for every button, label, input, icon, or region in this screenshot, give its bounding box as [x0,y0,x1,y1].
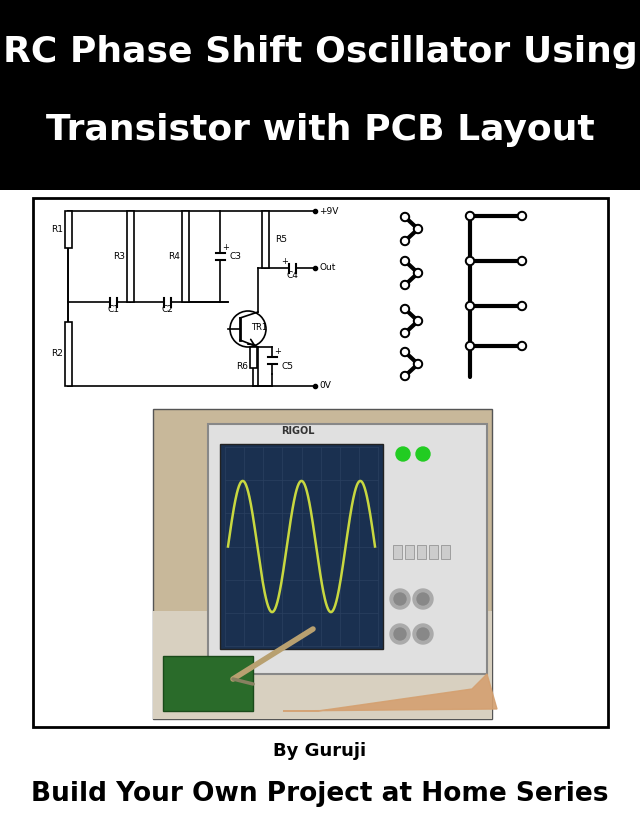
Circle shape [518,257,527,265]
Circle shape [417,593,429,605]
Text: C4: C4 [286,271,298,280]
Bar [441,545,450,559]
Bar [417,545,426,559]
Text: C5: C5 [281,362,293,371]
Bar [153,409,492,719]
Circle shape [415,227,420,232]
Circle shape [401,305,410,314]
Circle shape [520,343,525,348]
Text: RIGOL: RIGOL [281,426,315,436]
Text: By Guruji: By Guruji [273,742,367,760]
Circle shape [401,212,410,221]
Circle shape [403,238,408,243]
Bar [163,656,253,711]
Bar [220,444,383,649]
Circle shape [413,359,422,368]
Circle shape [520,213,525,218]
Bar [153,611,492,719]
Circle shape [403,215,408,220]
Circle shape [465,301,474,310]
Circle shape [465,211,474,221]
Text: Out: Out [319,263,335,273]
Bar [262,211,269,268]
Circle shape [394,593,406,605]
Text: R1: R1 [51,225,63,234]
Bar [182,211,189,302]
Circle shape [415,319,420,324]
Circle shape [467,213,472,218]
Circle shape [403,258,408,263]
Circle shape [520,258,525,263]
Circle shape [467,343,472,348]
Circle shape [518,211,527,221]
Circle shape [403,350,408,355]
Bar [208,424,487,674]
Bar [429,545,438,559]
Text: +: + [275,347,282,356]
Circle shape [413,225,422,233]
Text: Transistor with PCB Layout: Transistor with PCB Layout [45,113,595,147]
Text: C1: C1 [107,305,119,314]
Circle shape [390,624,410,644]
Polygon shape [283,674,497,711]
Circle shape [403,306,408,311]
Circle shape [518,341,527,351]
Bar [65,211,72,248]
Circle shape [401,257,410,265]
Circle shape [413,316,422,326]
Circle shape [401,347,410,357]
Circle shape [416,447,430,461]
Bar [0,0,640,190]
Circle shape [401,237,410,246]
Text: R2: R2 [51,350,63,358]
Text: TR1: TR1 [251,322,267,331]
Circle shape [413,268,422,278]
Circle shape [403,283,408,288]
Circle shape [467,258,472,263]
Text: +: + [223,243,229,252]
Text: R4: R4 [168,252,180,261]
Circle shape [465,341,474,351]
Circle shape [413,624,433,644]
Circle shape [465,257,474,265]
Circle shape [403,331,408,336]
Circle shape [401,372,410,381]
Bar [65,322,72,386]
Circle shape [417,628,429,640]
Circle shape [467,304,472,309]
Bar [33,198,608,727]
Circle shape [415,362,420,367]
Bar [405,545,414,559]
Circle shape [390,589,410,609]
Bar [250,347,257,368]
Circle shape [401,280,410,289]
Circle shape [401,329,410,337]
Circle shape [413,589,433,609]
Text: R3: R3 [113,252,125,261]
Text: C3: C3 [229,252,241,261]
Text: 0V: 0V [319,382,331,390]
Text: R5: R5 [275,235,287,244]
Circle shape [396,447,410,461]
Text: +9V: +9V [319,206,339,216]
Bar [393,545,402,559]
Text: C2: C2 [161,305,173,314]
Circle shape [520,304,525,309]
Text: R6: R6 [236,362,248,371]
Circle shape [394,628,406,640]
Circle shape [415,270,420,275]
Circle shape [518,301,527,310]
Text: +: + [281,257,288,266]
Text: RC Phase Shift Oscillator Using: RC Phase Shift Oscillator Using [3,35,637,69]
Bar [127,211,134,302]
Text: Build Your Own Project at Home Series: Build Your Own Project at Home Series [31,781,609,807]
Circle shape [403,373,408,378]
